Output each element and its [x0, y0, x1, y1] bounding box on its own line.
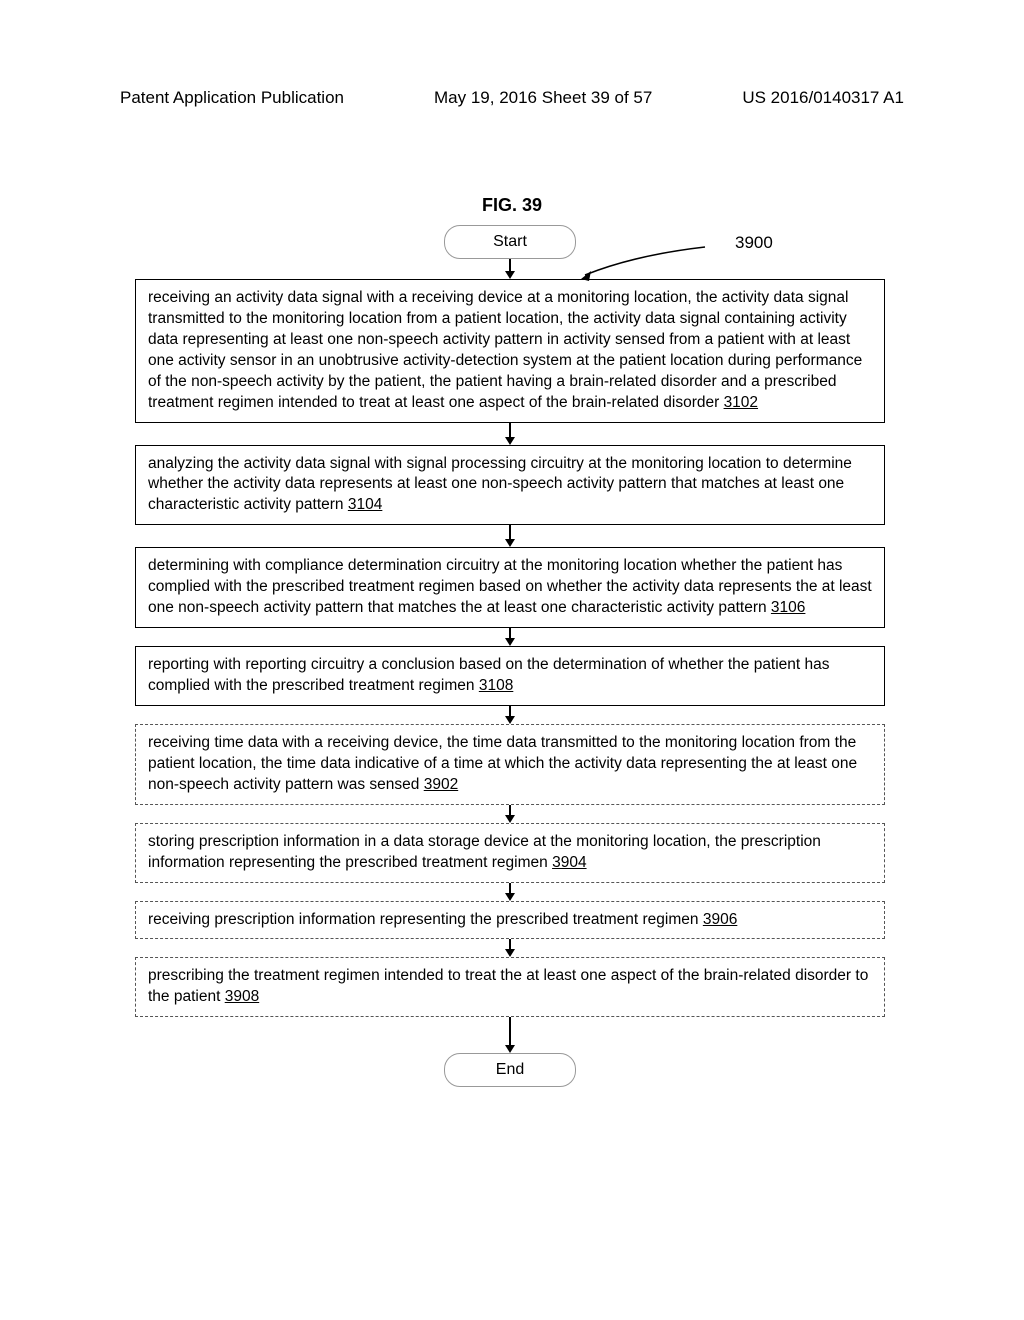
arrow-head-icon	[505, 949, 515, 957]
arrow-head-icon	[505, 638, 515, 646]
arrow-head-icon	[505, 437, 515, 445]
header-right: US 2016/0140317 A1	[742, 88, 904, 108]
end-terminator: End	[444, 1053, 576, 1087]
ref-number: 3102	[724, 394, 758, 411]
optional-box-3902: receiving time data with a receiving dev…	[135, 724, 885, 805]
arrow-head-icon	[505, 815, 515, 823]
flowchart: Start 3900 receiving an activity data si…	[135, 225, 885, 1087]
process-box-3106: determining with compliance determinatio…	[135, 547, 885, 628]
box-text: receiving time data with a receiving dev…	[148, 734, 857, 793]
arrow-head-icon	[505, 539, 515, 547]
ref-number: 3108	[479, 677, 513, 694]
optional-box-3906: receiving prescription information repre…	[135, 901, 885, 940]
arrow-head-icon	[505, 893, 515, 901]
ref-number: 3908	[225, 988, 259, 1005]
box-text: storing prescription information in a da…	[148, 833, 821, 871]
ref-number: 3104	[348, 496, 382, 513]
arrow	[509, 706, 511, 716]
box-text: receiving prescription information repre…	[148, 911, 703, 928]
arrow	[509, 628, 511, 638]
start-terminator: Start	[444, 225, 576, 259]
arrow	[509, 525, 511, 539]
ref-number: 3904	[552, 854, 586, 871]
ref-number: 3906	[703, 911, 737, 928]
arrow-head-icon	[505, 716, 515, 724]
optional-box-3908: prescribing the treatment regimen intend…	[135, 957, 885, 1017]
box-text: analyzing the activity data signal with …	[148, 455, 852, 514]
header-left: Patent Application Publication	[120, 88, 344, 108]
process-box-3108: reporting with reporting circuitry a con…	[135, 646, 885, 706]
end-label: End	[496, 1061, 524, 1078]
box-text: receiving an activity data signal with a…	[148, 289, 862, 411]
figure-label: FIG. 39	[0, 195, 1024, 216]
process-box-3104: analyzing the activity data signal with …	[135, 445, 885, 526]
box-text: determining with compliance determinatio…	[148, 557, 872, 616]
page-header: Patent Application Publication May 19, 2…	[120, 88, 904, 108]
callout-number: 3900	[735, 233, 773, 253]
optional-box-3904: storing prescription information in a da…	[135, 823, 885, 883]
arrow	[509, 259, 511, 271]
arrow	[509, 883, 511, 893]
ref-number: 3902	[424, 776, 458, 793]
header-center: May 19, 2016 Sheet 39 of 57	[434, 88, 652, 108]
arrow	[509, 423, 511, 437]
arrow	[509, 1017, 511, 1045]
arrow-head-icon	[505, 1045, 515, 1053]
start-label: Start	[493, 233, 527, 250]
process-box-3102: receiving an activity data signal with a…	[135, 279, 885, 423]
ref-number: 3106	[771, 599, 805, 616]
arrow	[509, 805, 511, 815]
page: Patent Application Publication May 19, 2…	[0, 0, 1024, 1320]
arrow	[509, 939, 511, 949]
arrow-head-icon	[505, 271, 515, 279]
